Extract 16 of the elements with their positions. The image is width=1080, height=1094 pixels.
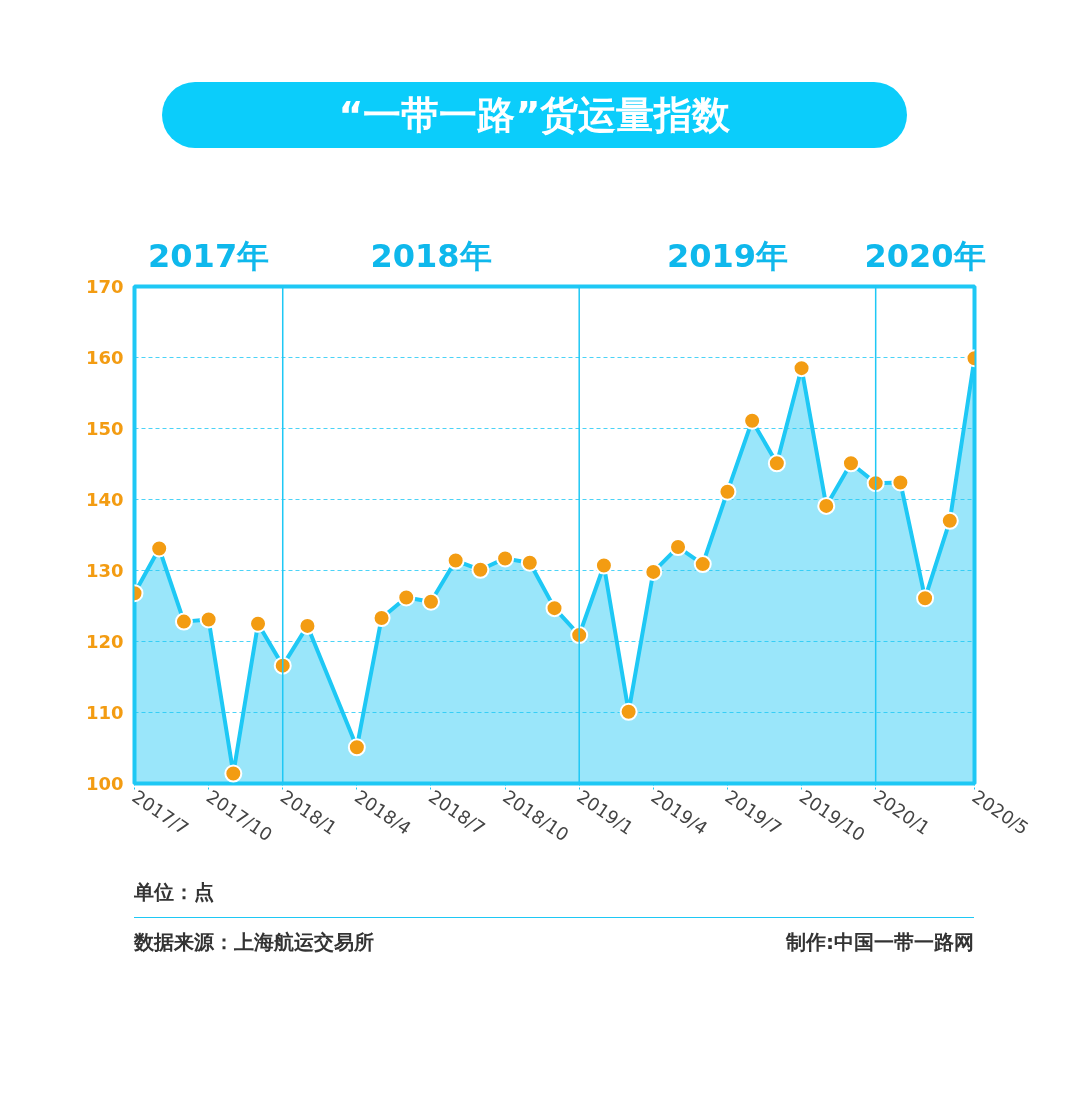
text: 单位：点 — [134, 879, 214, 906]
text: 制作:中国一带一路网 — [786, 929, 974, 956]
chart-title: “一带一路”货运量指数 — [338, 92, 731, 139]
x2-tick-label: 2019年 — [666, 236, 788, 275]
x2-tick-label: 2018年 — [370, 236, 492, 275]
y-tick-label: 140 — [85, 489, 124, 510]
y-tick-label: 120 — [85, 631, 124, 652]
y-tick-label: 160 — [85, 347, 124, 368]
y-tick-label: 150 — [85, 418, 124, 439]
y-tick-label: 110 — [85, 702, 124, 723]
x2-tick-label: 2017年 — [148, 236, 270, 275]
y-tick-label: 100 — [85, 773, 124, 794]
y-tick-label: 130 — [85, 560, 124, 581]
x2-tick-label: 2020年 — [864, 236, 986, 275]
source-note: 数据来源：上海航运交易所 — [134, 929, 374, 956]
y-tick-label: 170 — [85, 276, 124, 297]
